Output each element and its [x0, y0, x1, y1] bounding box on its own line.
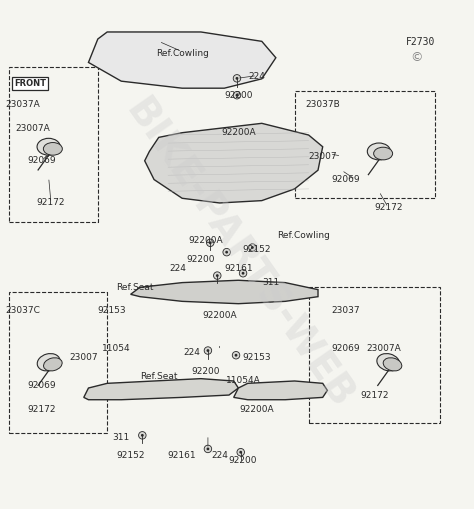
Circle shape — [204, 347, 212, 354]
Circle shape — [239, 451, 242, 454]
Circle shape — [235, 354, 237, 357]
Text: 92069: 92069 — [332, 175, 360, 184]
Circle shape — [216, 274, 219, 277]
Text: 92200: 92200 — [224, 91, 253, 100]
Text: Ref.Seat: Ref.Seat — [140, 372, 177, 381]
Text: 92153: 92153 — [98, 306, 126, 315]
Circle shape — [237, 448, 245, 456]
Text: BIKE-PARTS-WEB: BIKE-PARTS-WEB — [117, 93, 360, 416]
Text: 92172: 92172 — [360, 390, 389, 400]
Text: 92200: 92200 — [187, 254, 215, 264]
Text: 92200A: 92200A — [202, 311, 237, 320]
Text: Ref.Seat: Ref.Seat — [117, 283, 154, 292]
Text: 92161: 92161 — [168, 451, 196, 461]
Polygon shape — [84, 379, 238, 400]
Polygon shape — [131, 280, 318, 304]
Text: 92152: 92152 — [243, 245, 271, 254]
Text: 92200: 92200 — [191, 367, 220, 376]
Text: Ref.Cowling: Ref.Cowling — [156, 48, 209, 58]
Text: F2730: F2730 — [406, 37, 435, 47]
Circle shape — [207, 349, 210, 352]
Polygon shape — [234, 381, 328, 400]
Text: 92200A: 92200A — [240, 405, 274, 414]
Text: 23007: 23007 — [309, 152, 337, 161]
Text: 23007A: 23007A — [15, 124, 50, 132]
Ellipse shape — [37, 138, 60, 155]
Text: 92200A: 92200A — [221, 128, 255, 137]
Circle shape — [207, 447, 210, 450]
Text: FRONT: FRONT — [14, 79, 46, 88]
Text: 92069: 92069 — [332, 344, 360, 353]
Text: 92172: 92172 — [36, 199, 65, 208]
Circle shape — [204, 445, 212, 453]
Text: 23037C: 23037C — [5, 306, 40, 315]
Text: 92069: 92069 — [27, 381, 56, 390]
Text: 23037A: 23037A — [6, 100, 40, 109]
Circle shape — [138, 432, 146, 439]
Circle shape — [223, 248, 230, 256]
Circle shape — [249, 244, 256, 251]
Circle shape — [225, 251, 228, 253]
Circle shape — [233, 92, 241, 99]
Text: 224: 224 — [169, 264, 186, 273]
Text: 23007A: 23007A — [366, 344, 401, 353]
Ellipse shape — [374, 147, 392, 160]
Ellipse shape — [43, 143, 63, 155]
Text: 92172: 92172 — [374, 203, 402, 212]
Ellipse shape — [44, 358, 62, 371]
Text: 92069: 92069 — [27, 156, 56, 165]
Circle shape — [233, 75, 241, 82]
Text: 224: 224 — [211, 451, 228, 461]
Text: 92172: 92172 — [27, 405, 56, 414]
Circle shape — [209, 241, 212, 244]
Circle shape — [242, 272, 245, 275]
Polygon shape — [89, 32, 276, 88]
Circle shape — [141, 434, 144, 437]
Text: 311: 311 — [263, 278, 280, 287]
Text: 23037B: 23037B — [305, 100, 340, 109]
Text: 224: 224 — [249, 72, 265, 81]
Text: 92153: 92153 — [243, 353, 272, 362]
Text: 92200A: 92200A — [188, 236, 223, 245]
Ellipse shape — [383, 358, 402, 371]
Polygon shape — [145, 123, 323, 203]
Text: 23037: 23037 — [332, 306, 360, 315]
Circle shape — [232, 352, 240, 359]
Text: ©: © — [410, 51, 423, 64]
Circle shape — [207, 239, 214, 246]
Text: 311: 311 — [113, 433, 130, 442]
Circle shape — [236, 77, 238, 80]
Circle shape — [236, 94, 238, 97]
Circle shape — [251, 246, 254, 249]
Text: 92152: 92152 — [117, 451, 145, 461]
Text: 92200: 92200 — [229, 456, 257, 465]
Text: 224: 224 — [183, 348, 200, 357]
Text: 11054A: 11054A — [226, 377, 260, 385]
Ellipse shape — [367, 143, 391, 160]
Text: 23007: 23007 — [70, 353, 98, 362]
Ellipse shape — [377, 354, 400, 371]
Text: Ref.Cowling: Ref.Cowling — [277, 231, 330, 240]
Circle shape — [239, 269, 247, 277]
Ellipse shape — [37, 354, 60, 371]
Text: 92161: 92161 — [224, 264, 253, 273]
Circle shape — [214, 272, 221, 279]
Text: 11054: 11054 — [102, 344, 131, 353]
